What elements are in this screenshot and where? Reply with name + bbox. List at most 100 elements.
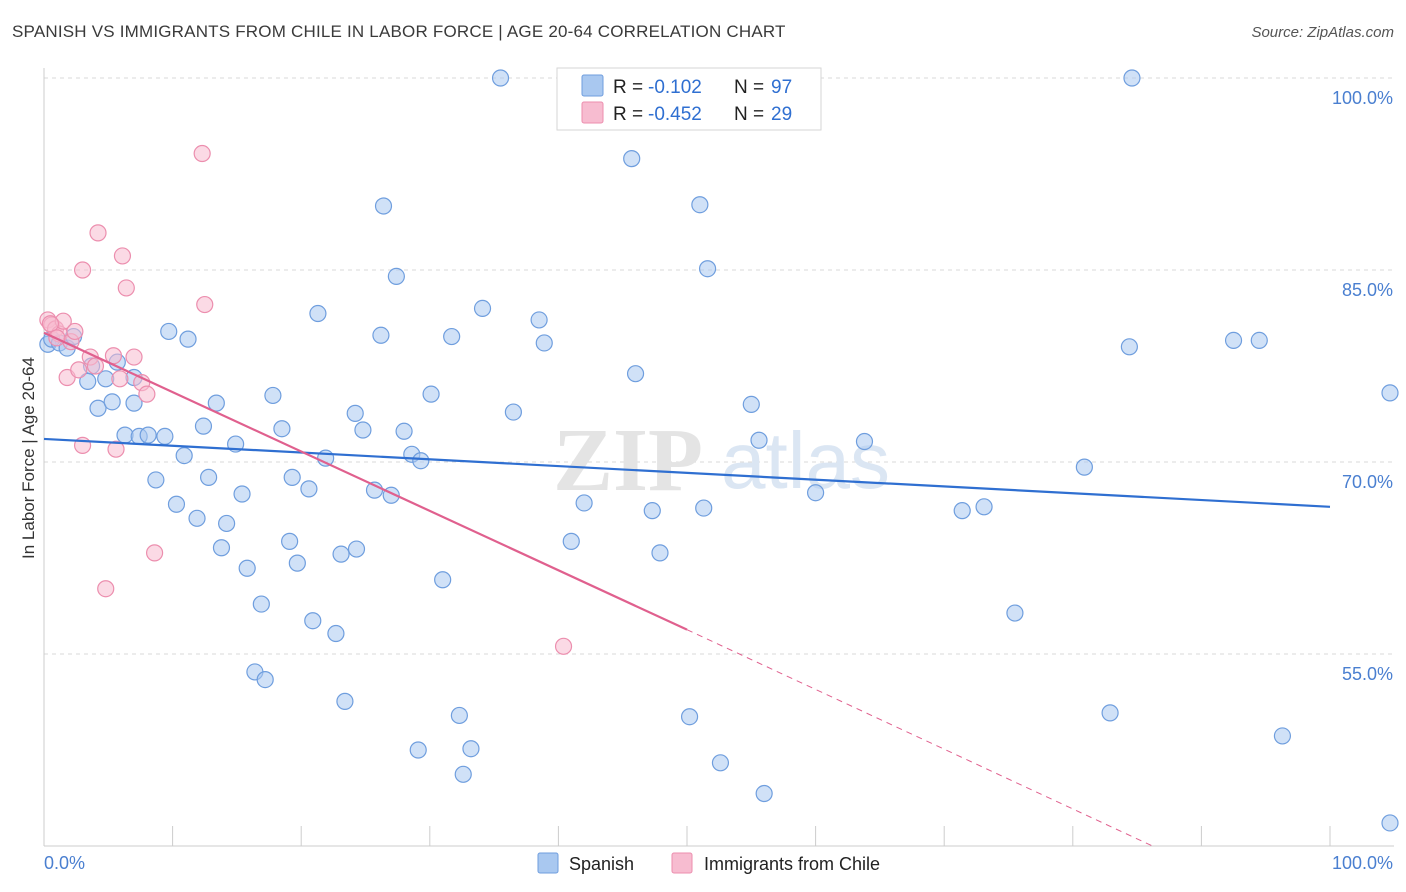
x-tick-label: 0.0% <box>44 853 85 873</box>
spanish-point <box>975 498 993 516</box>
spanish-trend-line <box>43 437 1331 508</box>
spanish-point <box>372 326 390 344</box>
y-tick-label: 70.0% <box>1342 472 1393 492</box>
spanish-point <box>194 417 213 435</box>
legend-r-label-chile: R = <box>613 104 643 125</box>
spanish-point <box>711 754 730 772</box>
spanish-point <box>160 322 178 341</box>
chile-trend-extension <box>686 629 1153 847</box>
spanish-point <box>212 539 231 557</box>
legend-swatch-chile <box>581 101 604 124</box>
chile-point <box>73 261 92 279</box>
spanish-point <box>139 426 157 444</box>
chile-point <box>107 440 125 458</box>
spanish-point <box>256 670 274 689</box>
chile-point <box>86 357 105 375</box>
chile-point <box>113 247 132 265</box>
chile-point <box>554 637 573 655</box>
spanish-point <box>147 471 165 489</box>
spanish-point <box>473 299 492 317</box>
spanish-point <box>1381 384 1399 402</box>
spanish-point <box>273 420 291 438</box>
spanish-point <box>156 427 174 445</box>
spanish-point <box>575 494 593 512</box>
spanish-point <box>264 386 282 405</box>
spanish-point <box>422 385 440 403</box>
spanish-point <box>347 540 366 558</box>
spanish-point <box>283 468 301 486</box>
spanish-point <box>387 267 405 285</box>
spanish-point <box>643 502 661 520</box>
chile-point <box>70 361 88 379</box>
source-label: Source: ZipAtlas.com <box>1251 24 1394 41</box>
spanish-point <box>116 426 134 444</box>
spanish-point <box>218 514 236 533</box>
spanish-point <box>562 532 580 550</box>
spanish-point <box>742 395 760 413</box>
spanish-point <box>103 393 121 411</box>
y-axis-title: In Labor Force | Age 20-64 <box>19 357 38 559</box>
chile-point <box>138 385 156 403</box>
spanish-point <box>374 197 393 215</box>
chile-point <box>89 224 107 242</box>
bottom-legend-swatch-spanish <box>537 852 559 874</box>
spanish-point <box>89 399 107 417</box>
y-tick-label: 85.0% <box>1342 280 1393 300</box>
spanish-point <box>179 330 197 348</box>
spanish-point <box>336 692 354 710</box>
spanish-point <box>504 403 522 421</box>
legend-r-label-spanish: R = <box>613 77 643 98</box>
legend-n-value-spanish: 97 <box>771 77 792 98</box>
spanish-point <box>462 740 480 758</box>
spanish-point <box>651 544 669 562</box>
spanish-point <box>175 447 193 465</box>
spanish-point <box>1123 69 1141 87</box>
spanish-point <box>1224 331 1243 349</box>
chile-point <box>41 315 60 333</box>
spanish-point <box>623 150 641 168</box>
spanish-point <box>755 784 773 803</box>
spanish-point <box>395 422 413 440</box>
spanish-point <box>698 260 717 278</box>
chile-point <box>145 544 164 562</box>
bottom-legend-swatch-chile <box>671 852 693 874</box>
chile-point <box>117 279 135 297</box>
chile-trend-line <box>43 331 688 631</box>
chile-point <box>97 580 115 598</box>
spanish-point <box>309 304 327 323</box>
trend-lines <box>43 331 1331 847</box>
spanish-point <box>1250 331 1268 349</box>
spanish-point <box>691 196 709 214</box>
axes <box>43 68 1394 847</box>
spanish-point <box>1381 814 1399 832</box>
legend-r-value-chile: -0.452 <box>648 104 702 125</box>
spanish-point <box>1120 338 1138 356</box>
spanish-point <box>1273 727 1292 745</box>
spanish-point <box>1101 704 1119 722</box>
spanish-point <box>626 365 645 383</box>
spanish-point <box>434 571 452 589</box>
chile-point <box>193 144 211 163</box>
spanish-point <box>491 69 510 87</box>
spanish-point <box>238 559 256 577</box>
correlation-legend: R = -0.102 N = 97 R = -0.452 N = 29 <box>556 67 822 131</box>
watermark-zip: ZIP <box>553 411 703 510</box>
spanish-point <box>327 624 345 643</box>
spanish-point <box>354 421 372 439</box>
chile-point <box>125 348 143 366</box>
spanish-point <box>300 480 318 498</box>
spanish-point <box>288 554 306 572</box>
spanish-point <box>125 394 143 412</box>
spanish-point <box>346 404 364 422</box>
spanish-point <box>167 495 186 513</box>
legend-swatch-spanish <box>581 74 604 97</box>
spanish-point <box>412 452 430 470</box>
chile-point <box>66 322 84 341</box>
x-tick-label: 100.0% <box>1332 853 1393 873</box>
spanish-point <box>855 432 874 451</box>
spanish-point <box>953 502 971 520</box>
y-tick-label: 55.0% <box>1342 664 1393 684</box>
spanish-point <box>806 484 825 502</box>
chile-point <box>196 295 214 314</box>
